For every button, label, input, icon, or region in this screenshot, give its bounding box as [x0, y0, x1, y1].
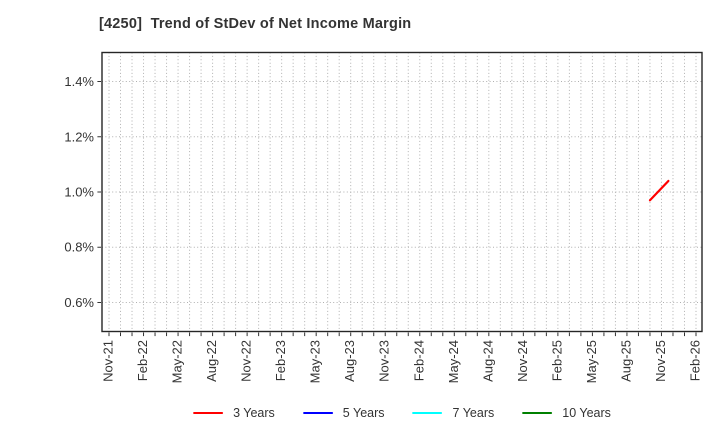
x-tick-label: Aug-23	[342, 340, 357, 382]
x-tick-label: May-23	[308, 340, 323, 383]
x-tick-labels-group: Nov-21 Feb-22 May-22 Aug-22 Nov-22 Feb-23 May-…	[101, 340, 703, 383]
x-tick-label: Nov-24	[515, 340, 530, 382]
legend-line-swatch	[522, 411, 553, 415]
y-tick-label: 1.4%	[64, 74, 94, 89]
x-tick-label: May-22	[170, 340, 185, 383]
x-tick-label: Nov-25	[653, 340, 668, 382]
y-tick-label: 0.8%	[64, 240, 94, 255]
tick-marks-group	[97, 81, 697, 337]
x-tick-label: Aug-24	[480, 340, 495, 382]
legend-item-5-years: 5 Years	[302, 404, 385, 422]
grid-group	[102, 52, 702, 332]
legend-label: 3 Years	[233, 406, 275, 420]
x-tick-label: Feb-22	[135, 340, 150, 381]
x-tick-label: Nov-23	[377, 340, 392, 382]
chart-legend: 3 Years 5 Years 7 Years 10 Years	[193, 404, 611, 422]
x-tick-label: Feb-23	[273, 340, 288, 381]
plot-border	[101, 51, 703, 333]
legend-item-7-years: 7 Years	[412, 404, 495, 422]
x-tick-label: Feb-24	[411, 340, 426, 381]
legend-line-swatch	[302, 411, 333, 415]
legend-label: 7 Years	[452, 406, 495, 420]
legend-item-10-years: 10 Years	[522, 404, 611, 422]
x-tick-label: Aug-25	[618, 340, 633, 382]
series-line-3-years	[648, 179, 670, 202]
x-tick-label: Aug-22	[204, 340, 219, 382]
legend-line-swatch	[412, 411, 443, 415]
y-tick-label: 0.6%	[64, 295, 94, 310]
legend-label: 5 Years	[342, 406, 385, 420]
series-group	[648, 179, 670, 202]
x-tick-label: May-24	[446, 340, 461, 383]
x-tick-label: Feb-25	[549, 340, 564, 381]
x-tick-label: Nov-22	[239, 340, 254, 382]
legend-label: 10 Years	[562, 406, 611, 420]
legend-line-swatch	[193, 411, 224, 415]
chart-title: [4250] Trend of StDev of Net Income Marg…	[99, 16, 412, 32]
x-tick-label: Nov-21	[101, 340, 116, 382]
y-tick-label: 1.2%	[64, 129, 94, 144]
x-tick-label: Feb-26	[688, 340, 703, 381]
y-tick-labels-group: 0.6% 0.8% 1.0% 1.2% 1.4%	[64, 74, 94, 310]
legend-item-3-years: 3 Years	[193, 404, 275, 422]
y-tick-label: 1.0%	[64, 185, 94, 200]
x-tick-label: May-25	[584, 340, 599, 383]
